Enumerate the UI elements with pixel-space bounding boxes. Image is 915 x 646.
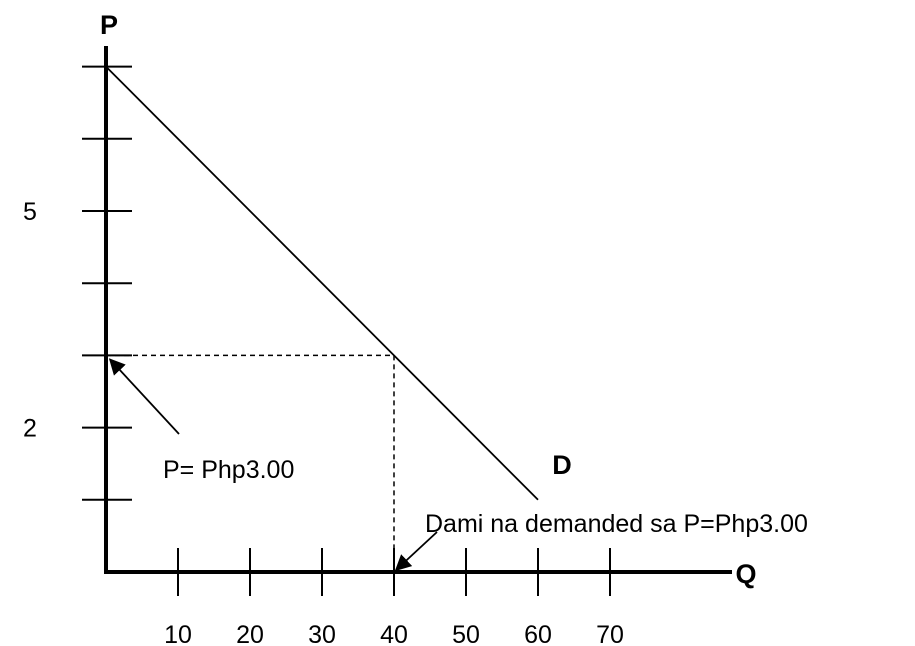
x-tick-label: 70 [596, 621, 624, 646]
x-tick-label: 40 [380, 621, 408, 646]
x-tick-label: 60 [524, 621, 552, 646]
y-tick-label: 5 [23, 198, 37, 226]
price-annotation: P= Php3.00 [163, 456, 294, 484]
y-axis-title: P [100, 10, 118, 40]
demand-line [105, 65, 539, 501]
x-tick-label: 50 [452, 621, 480, 646]
x-tick-label: 10 [164, 621, 192, 646]
x-axis-title: Q [735, 559, 756, 589]
price-arrow [108, 358, 180, 435]
y-tick-label: 2 [23, 415, 37, 443]
quantity-annotation: Dami na demanded sa P=Php3.00 [425, 510, 808, 538]
demand-curve-label: D [552, 450, 572, 480]
quantity-arrow [394, 531, 438, 572]
x-tick-label: 30 [308, 621, 336, 646]
x-tick-label: 20 [236, 621, 264, 646]
